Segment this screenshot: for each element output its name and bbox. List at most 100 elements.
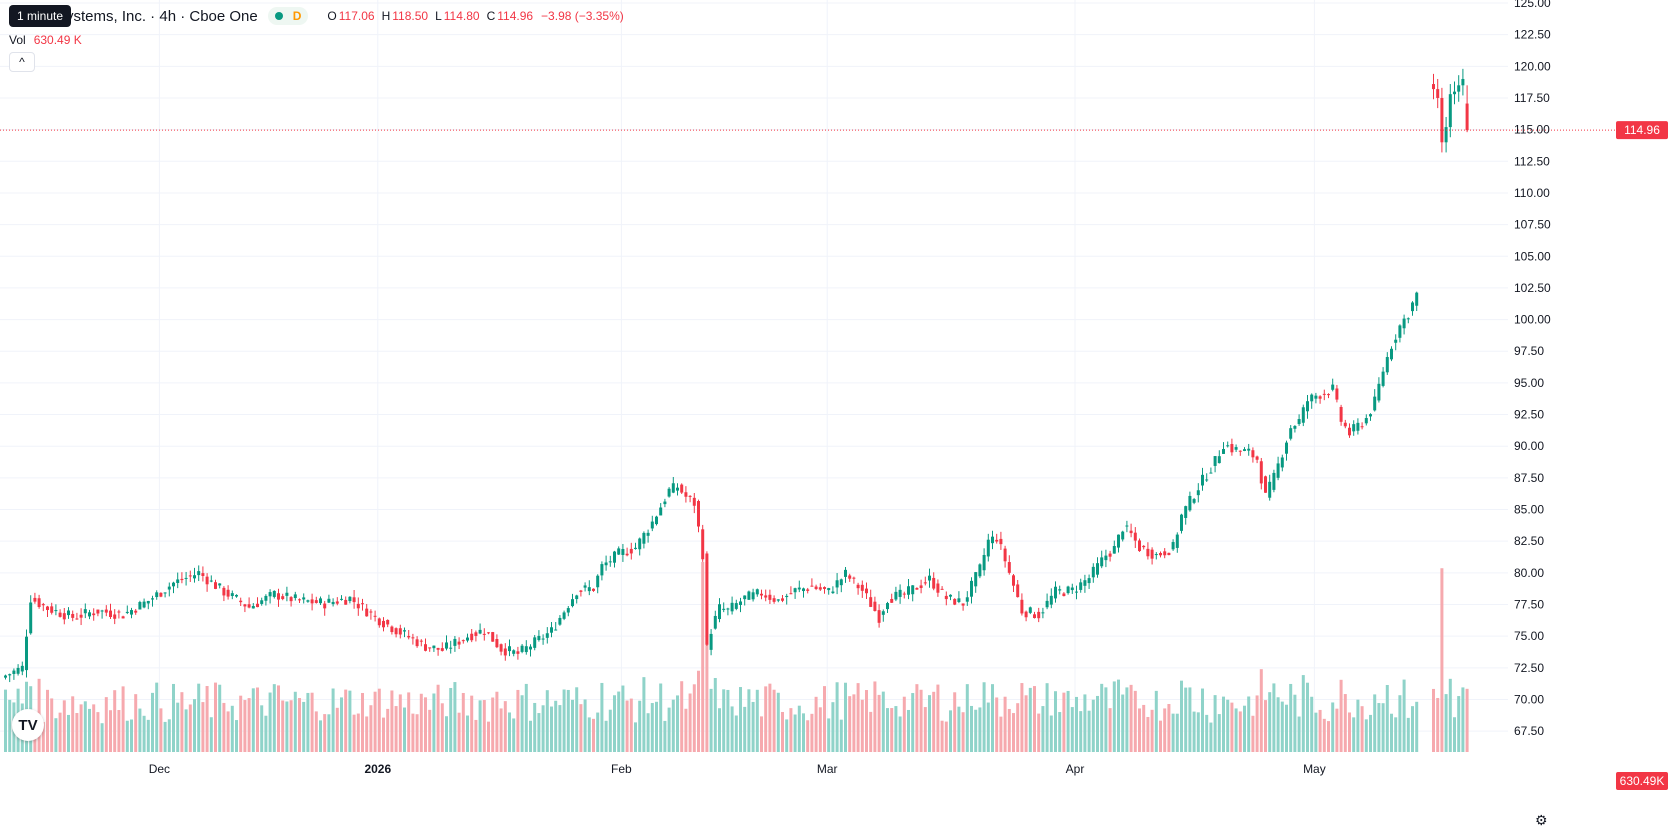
volume-bar	[1037, 713, 1041, 752]
candle-body	[264, 595, 268, 601]
candle-body	[1012, 575, 1015, 586]
candle-body	[1436, 89, 1440, 98]
volume-bar	[1280, 701, 1284, 752]
candle-body	[1125, 525, 1129, 527]
volume-bar	[999, 716, 1003, 752]
candle-body	[159, 592, 163, 597]
candle-body	[638, 538, 642, 550]
volume-bar	[747, 689, 751, 752]
volume-bar	[365, 716, 369, 752]
candle-body	[797, 587, 801, 590]
candle-body	[67, 610, 70, 616]
volume-bar	[1079, 711, 1083, 752]
volume-bar	[331, 688, 335, 752]
legend-row: ystems, Inc. · 4h · Cboe One D O 117.06 H…	[8, 6, 624, 26]
candle-body	[239, 600, 243, 603]
volume-bar	[1360, 706, 1364, 752]
candle-body	[432, 645, 436, 649]
volume-bar	[340, 697, 343, 752]
volume-bar	[46, 689, 49, 752]
candle-body	[579, 590, 583, 592]
candle-body	[411, 637, 415, 639]
candle-body	[1289, 428, 1293, 439]
volume-bar	[1406, 717, 1410, 752]
candle-body	[130, 610, 133, 615]
low-value: 114.80	[443, 9, 480, 23]
tradingview-logo-icon[interactable]: TV	[12, 709, 44, 741]
candle-body	[1150, 549, 1154, 559]
candle-body	[1180, 514, 1183, 531]
candle-body	[306, 600, 310, 602]
volume-bar	[697, 670, 700, 752]
candle-body	[625, 553, 629, 556]
volume-bar	[592, 718, 595, 752]
candle-body	[407, 635, 411, 638]
candle-body	[340, 598, 343, 600]
volume-bar	[1453, 717, 1456, 752]
volume-bar	[1364, 719, 1368, 752]
candle-body	[419, 640, 423, 642]
candle-body	[1121, 531, 1125, 540]
candle-body	[684, 492, 688, 497]
volume-bar	[566, 689, 570, 752]
volume-bar	[621, 685, 625, 752]
candle-body	[818, 587, 822, 590]
volume-bar	[676, 695, 679, 752]
candle-body	[1348, 427, 1351, 436]
candle-body	[16, 667, 20, 674]
symbol-title[interactable]: ystems, Inc. · 4h · Cboe One	[66, 7, 258, 25]
candle-body	[961, 603, 965, 606]
volume-bar	[1041, 706, 1045, 752]
volume-label: Vol	[9, 33, 26, 47]
volume-bar	[1234, 708, 1238, 752]
volume-bar	[495, 691, 499, 752]
candle-body	[613, 551, 616, 563]
candle-body	[1306, 401, 1309, 412]
candle-body	[256, 603, 259, 608]
candle-body	[617, 548, 621, 555]
volume-bar	[1369, 714, 1372, 752]
interval-tooltip: 1 minute	[9, 5, 72, 27]
candle-body	[600, 564, 604, 576]
volume-bar	[289, 700, 293, 752]
volume-bar	[461, 692, 465, 752]
candle-body	[1175, 534, 1179, 548]
volume-bar	[281, 700, 285, 752]
volume-bar	[1432, 688, 1435, 752]
candle-body	[46, 606, 49, 610]
volume-bar	[1381, 703, 1385, 752]
volume-bar	[919, 689, 923, 752]
volume-bar	[1444, 694, 1448, 752]
candle-body	[890, 598, 894, 603]
candle-body	[995, 539, 999, 542]
collapse-legend-button[interactable]: ^	[9, 52, 35, 72]
candle-body	[20, 665, 24, 672]
time-axis: Dec 2026 Feb Mar Apr May	[149, 762, 1326, 776]
volume-bar	[125, 720, 129, 752]
candle-body	[146, 600, 150, 604]
gear-icon[interactable]: ⚙	[1535, 812, 1548, 828]
candle-body	[541, 638, 545, 640]
candle-body	[1343, 422, 1347, 427]
candle-body	[806, 589, 810, 591]
market-status[interactable]: D	[267, 7, 309, 25]
volume-bar	[209, 717, 213, 752]
volume-bar	[953, 692, 957, 752]
candle-body	[373, 615, 377, 617]
high-label: H	[381, 9, 391, 23]
volume-bar	[1222, 696, 1225, 752]
candle-body	[1360, 426, 1364, 428]
volume-bar	[298, 698, 301, 752]
volume-bar	[1314, 712, 1318, 752]
volume-bar	[718, 708, 721, 752]
volume-bar	[608, 709, 612, 752]
volume-bar	[1201, 688, 1204, 752]
candle-body	[403, 630, 406, 632]
volume-bar	[671, 699, 675, 752]
candle-body	[755, 589, 759, 595]
candle-body	[1163, 551, 1167, 556]
candle-body	[1327, 394, 1330, 396]
candle-body	[856, 584, 860, 589]
volume-bar	[205, 686, 209, 752]
